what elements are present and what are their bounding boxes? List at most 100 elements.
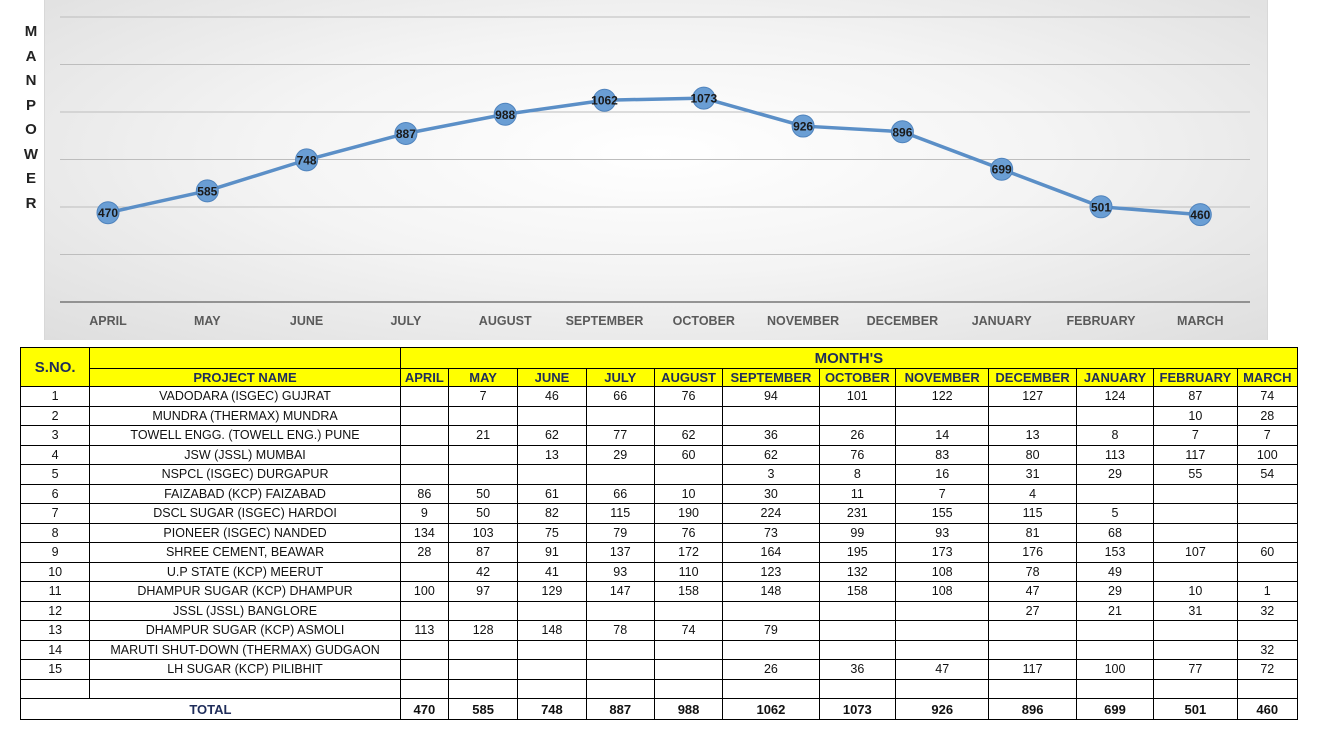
sno-header: S.NO. <box>19 347 91 387</box>
month-value-cell: 81 <box>988 522 1077 543</box>
month-value-cell: 11 <box>818 483 897 504</box>
month-value-cell <box>517 659 587 680</box>
month-value-cell: 13 <box>988 425 1077 446</box>
sno-cell: 7 <box>19 503 91 524</box>
data-label: 1073 <box>690 92 717 106</box>
month-value-cell: 110 <box>653 561 724 582</box>
month-value-cell <box>399 659 449 680</box>
grid-lines <box>60 16 1250 303</box>
month-value-cell <box>818 600 897 621</box>
data-markers <box>96 86 1212 227</box>
month-value-cell <box>1153 620 1238 641</box>
month-value-cell: 47 <box>988 581 1077 602</box>
month-value-cell: 42 <box>447 561 519 582</box>
month-value-cell: 61 <box>517 483 587 504</box>
month-value-cell: 74 <box>1236 386 1299 407</box>
month-value-cell: 26 <box>722 659 820 680</box>
month-value-cell: 1 <box>1236 581 1299 602</box>
manpower-line-chart: 470 585 748 887 988 1062 1073 926 896 699 501 460 A… <box>60 16 1250 328</box>
table-row: 13 DHAMPUR SUGAR (KCP) ASMOLI 113 128 148 78 7… <box>19 620 1299 641</box>
month-value-cell <box>818 620 897 641</box>
month-value-cell: 224 <box>722 503 820 524</box>
x-axis-tick-labels: APRIL MAY JUNE JULY AUGUST SEPTEMBER OCTOBER NO… <box>89 314 1223 328</box>
month-column-header: DECEMBER <box>988 368 1077 387</box>
project-name-header: PROJECT NAME <box>89 368 401 387</box>
month-value-cell <box>1236 483 1299 504</box>
data-label: 1062 <box>591 94 618 108</box>
month-value-cell <box>447 639 519 660</box>
month-column-header: AUGUST <box>653 368 724 387</box>
sno-cell: 10 <box>19 561 91 582</box>
x-tick-label: AUGUST <box>479 314 532 328</box>
data-labels: 470 585 748 887 988 1062 1073 926 896 699 501 460 <box>98 92 1211 222</box>
month-value-cell <box>722 600 820 621</box>
month-value-cell <box>399 561 449 582</box>
sno-cell: 3 <box>19 425 91 446</box>
month-value-cell <box>585 659 655 680</box>
month-value-cell <box>653 659 724 680</box>
month-value-cell <box>1236 620 1299 641</box>
month-value-cell: 77 <box>585 425 655 446</box>
month-value-cell: 7 <box>894 483 990 504</box>
month-value-cell: 3 <box>722 464 820 485</box>
x-tick-label: FEBRUARY <box>1067 314 1137 328</box>
month-value-cell: 86 <box>399 483 449 504</box>
month-value-cell <box>517 639 587 660</box>
month-value-cell: 66 <box>585 483 655 504</box>
data-point <box>990 157 1014 181</box>
total-value-cell: 1073 <box>818 698 897 720</box>
month-value-cell: 66 <box>585 386 655 407</box>
project-name-cell: MUNDRA (THERMAX) MUNDRA <box>89 405 401 426</box>
month-value-cell <box>894 600 990 621</box>
month-column-header: MAY <box>447 368 519 387</box>
month-value-cell <box>1075 405 1155 426</box>
total-value-cell: 470 <box>399 698 449 720</box>
months-header: MONTH'S <box>399 347 1299 369</box>
data-label: 470 <box>98 206 118 220</box>
sno-cell: 5 <box>19 464 91 485</box>
table-row: 12 JSSL (JSSL) BANGLORE 27 21 31 32 <box>19 600 1299 621</box>
month-column-header: NOVEMBER <box>894 368 990 387</box>
table-row: 5 NSPCL (ISGEC) DURGAPUR 3 8 16 31 29 55 54 <box>19 464 1299 485</box>
total-value-cell: 699 <box>1075 698 1155 720</box>
chart-plot-area <box>44 0 1268 340</box>
sno-cell: 2 <box>19 405 91 426</box>
month-value-cell: 50 <box>447 503 519 524</box>
month-value-cell: 117 <box>1153 444 1238 465</box>
sno-cell: 11 <box>19 581 91 602</box>
month-value-cell: 14 <box>894 425 990 446</box>
data-label: 501 <box>1091 200 1111 214</box>
month-value-cell: 32 <box>1236 600 1299 621</box>
month-value-cell: 60 <box>1236 542 1299 563</box>
month-value-cell <box>988 405 1077 426</box>
month-value-cell: 10 <box>1153 581 1238 602</box>
month-value-cell <box>1236 503 1299 524</box>
month-value-cell: 176 <box>988 542 1077 563</box>
project-name-cell: U.P STATE (KCP) MEERUT <box>89 561 401 582</box>
month-column-header: SEPTEMBER <box>722 368 820 387</box>
month-value-cell <box>517 600 587 621</box>
data-point <box>394 121 418 145</box>
project-name-cell: PIONEER (ISGEC) NANDED <box>89 522 401 543</box>
month-column-header: APRIL <box>399 368 449 387</box>
table-row: 7 DSCL SUGAR (ISGEC) HARDOI 9 50 82 115 190 224… <box>19 503 1299 524</box>
month-value-cell: 54 <box>1236 464 1299 485</box>
month-value-cell: 137 <box>585 542 655 563</box>
month-value-cell: 68 <box>1075 522 1155 543</box>
project-name-cell: VADODARA (ISGEC) GUJRAT <box>89 386 401 407</box>
month-value-cell: 158 <box>818 581 897 602</box>
y-axis-label-letter: P <box>25 96 36 114</box>
month-value-cell: 132 <box>818 561 897 582</box>
month-value-cell <box>1236 522 1299 543</box>
month-value-cell <box>653 678 724 699</box>
month-value-cell: 36 <box>818 659 897 680</box>
total-value-cell: 896 <box>988 698 1077 720</box>
sno-cell: 13 <box>19 620 91 641</box>
data-point <box>96 201 120 225</box>
month-value-cell: 41 <box>517 561 587 582</box>
month-value-cell: 99 <box>818 522 897 543</box>
month-value-cell <box>653 600 724 621</box>
month-value-cell: 10 <box>653 483 724 504</box>
project-name-cell: LH SUGAR (KCP) PILIBHIT <box>89 659 401 680</box>
month-value-cell: 87 <box>447 542 519 563</box>
